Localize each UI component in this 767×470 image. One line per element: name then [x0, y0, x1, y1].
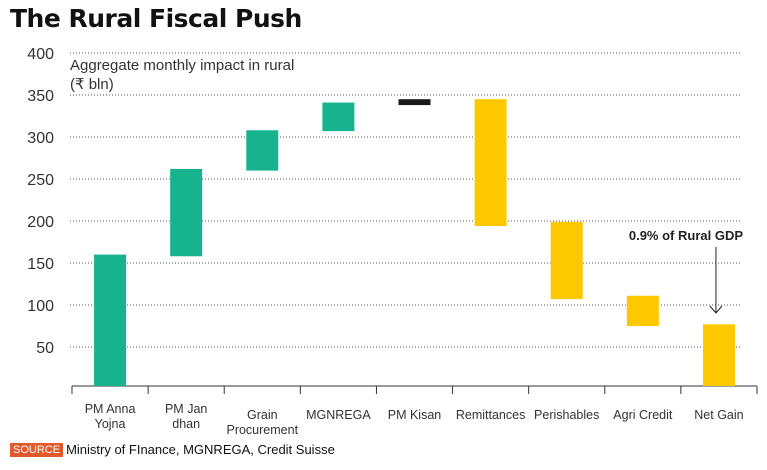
y-tick-label: 200 — [27, 214, 54, 231]
x-category-label: Yojna — [95, 417, 126, 431]
x-category-label: Grain — [247, 408, 278, 422]
bar-mgnrega — [322, 102, 355, 132]
chart-subtitle: (₹ bln) — [70, 76, 114, 93]
y-tick-label: 150 — [27, 256, 54, 273]
x-category-label: MGNREGA — [306, 408, 371, 422]
source-text: Ministry of FInance, MGNREGA, Credit Sui… — [66, 442, 335, 457]
bar-remittances — [474, 99, 507, 227]
bar-pm-jan-dhan — [170, 168, 203, 257]
x-category-label: Net Gain — [694, 408, 743, 422]
y-tick-label: 250 — [27, 172, 54, 189]
x-category-label: Perishables — [534, 408, 599, 422]
y-tick-label: 100 — [27, 298, 54, 315]
y-tick-label: 50 — [36, 340, 54, 357]
bar-grain-procurement — [246, 130, 279, 171]
chart-title: The Rural Fiscal Push — [10, 4, 302, 33]
bar-pm-kisan — [398, 99, 431, 106]
x-category-label: PM Anna — [85, 402, 136, 416]
chart-subtitle: Aggregate monthly impact in rural — [70, 57, 294, 74]
x-category-label: PM Jan — [165, 402, 207, 416]
source-line: SOURCE Ministry of FInance, MGNREGA, Cre… — [10, 442, 335, 457]
y-tick-label: 300 — [27, 130, 54, 147]
bar-perishables — [550, 221, 583, 300]
bar-agri-credit — [626, 295, 659, 326]
x-category-label: PM Kisan — [388, 408, 442, 422]
bar-pm-anna-yojna — [94, 254, 127, 386]
x-category-label: Agri Credit — [613, 408, 673, 422]
x-category-label: Procurement — [226, 423, 298, 437]
source-badge: SOURCE — [10, 442, 64, 457]
x-category-label: Remittances — [456, 408, 525, 422]
bar-net-gain — [702, 324, 735, 386]
x-category-label: dhan — [172, 417, 200, 431]
y-tick-label: 400 — [27, 46, 54, 63]
arrow-head-icon — [709, 305, 723, 314]
y-tick-label: 350 — [27, 88, 54, 105]
annotation-label: 0.9% of Rural GDP — [629, 228, 743, 243]
